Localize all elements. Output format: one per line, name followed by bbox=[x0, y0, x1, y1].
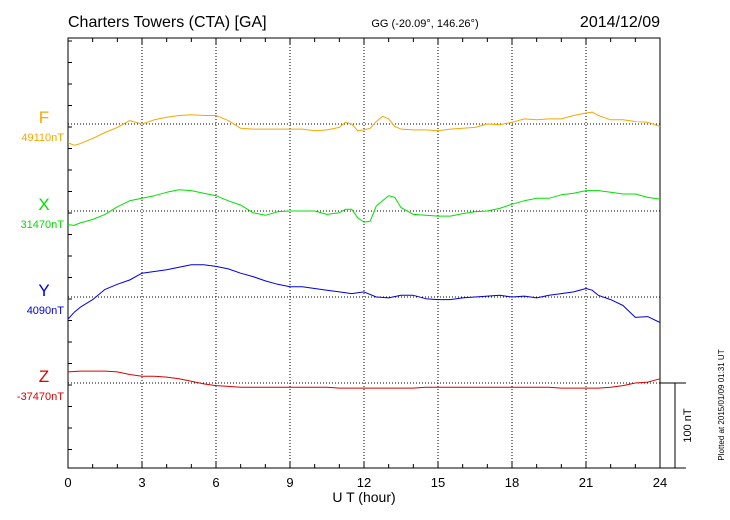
station-coordinates: GG (-20.09°, 146.26°) bbox=[371, 18, 478, 30]
series-name-f: F bbox=[39, 108, 49, 127]
station-title: Charters Towers (CTA) [GA] bbox=[68, 14, 267, 31]
x-tick-label: 15 bbox=[431, 475, 445, 490]
x-tick-label: 6 bbox=[212, 475, 219, 490]
series-baseline-f: 49110nT bbox=[21, 132, 64, 144]
plot-date: 2014/12/09 bbox=[580, 14, 660, 31]
series-name-z: Z bbox=[39, 367, 49, 386]
series-line-f bbox=[67, 111, 661, 146]
x-tick-label: 9 bbox=[286, 475, 293, 490]
series-name-x: X bbox=[38, 195, 49, 214]
series-line-x bbox=[67, 189, 661, 226]
scale-bar: 100 nT bbox=[660, 382, 694, 469]
x-tick-label: 21 bbox=[579, 475, 593, 490]
series-labels: F 49110nT X 31470nT Y 4090nT Z -37470nT bbox=[17, 108, 64, 403]
x-tick-labels: 0 3 6 9 12 15 18 21 24 bbox=[64, 475, 667, 490]
series-line-y bbox=[67, 264, 661, 323]
x-tick-label: 24 bbox=[653, 475, 667, 490]
x-tick-label: 0 bbox=[64, 475, 71, 490]
x-tick-label: 18 bbox=[505, 475, 519, 490]
plot-frame bbox=[67, 37, 661, 469]
scale-bar-label: 100 nT bbox=[682, 408, 694, 443]
x-tick-label: 12 bbox=[357, 475, 371, 490]
plotted-timestamp: Plotted at 2015/01/09 01:31 UT bbox=[717, 349, 726, 460]
axis-ticks bbox=[67, 38, 661, 468]
series-baseline-x: 31470nT bbox=[21, 219, 65, 231]
x-tick-label: 3 bbox=[138, 475, 145, 490]
series-baseline-y: 4090nT bbox=[27, 305, 65, 317]
series-name-y: Y bbox=[38, 281, 49, 300]
series-line-z bbox=[67, 370, 661, 389]
x-axis-label: U T (hour) bbox=[332, 489, 395, 505]
series-baseline-z: -37470nT bbox=[17, 391, 64, 403]
series-lines bbox=[67, 111, 661, 389]
